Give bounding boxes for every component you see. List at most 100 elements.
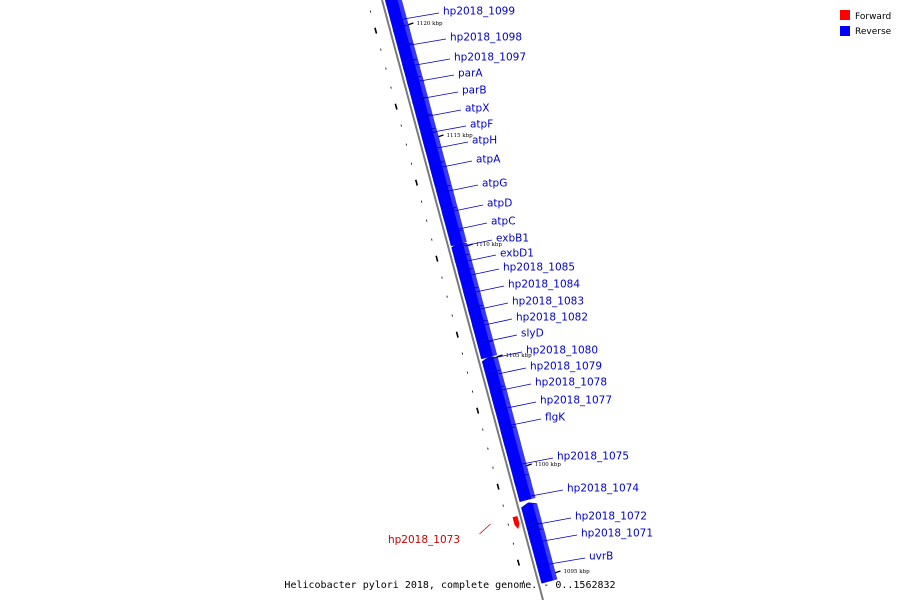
gene-atpg-leader [443, 184, 479, 193]
gene-atpa-label[interactable]: atpA [476, 154, 501, 166]
gene-atpx-shape [412, 96, 433, 120]
gene-hp2018-1074-leader [525, 489, 564, 498]
gene-atpf-highlight [428, 114, 437, 131]
gene-hp2018-1077-leader [502, 401, 537, 410]
gene-exbd1-leader [462, 254, 497, 263]
major-tick [414, 179, 419, 186]
genome-backbone [381, 0, 544, 600]
gene-atpd-leader [449, 204, 484, 213]
minor-tick [482, 428, 484, 431]
gene-hp2018-1072-leader [533, 517, 572, 526]
gene-atpc-leader [454, 222, 488, 231]
gene-parb-highlight [418, 76, 429, 101]
gene-slyd-leader [484, 334, 518, 343]
gene-exbb1-label[interactable]: exbB1 [496, 233, 529, 245]
gene-hp2018-1074-label[interactable]: hp2018_1074 [567, 483, 639, 495]
gene-flgk-leader [506, 418, 542, 427]
minor-tick [410, 162, 413, 165]
gene-hp2018-1098-label[interactable]: hp2018_1098 [450, 32, 522, 44]
gene-hp2018-1072-arrow[interactable] [521, 501, 543, 530]
gene-atpc-label[interactable]: atpC [491, 216, 516, 228]
gene-hp2018-1085-label[interactable]: hp2018_1085 [503, 262, 575, 274]
gene-hp2018-1075-leader [517, 457, 554, 466]
minor-tick [369, 10, 372, 13]
gene-hp2018-1098-shape [392, 24, 414, 50]
gene-atpx-arrow[interactable] [412, 94, 433, 120]
gene-hp2018-1072-highlight [532, 503, 543, 526]
gene-hp2018-1085-leader [466, 268, 500, 277]
gene-hp2018-1073-leader [479, 523, 491, 535]
gene-hp2018-1080-leader [488, 351, 523, 360]
minor-tick [507, 523, 509, 526]
gene-slyd-label[interactable]: slyD [521, 328, 544, 340]
gene-hp2018-1099-label[interactable]: hp2018_1099 [443, 6, 515, 18]
legend-forward-swatch [840, 10, 850, 20]
gene-hp2018-1079-leader [492, 367, 527, 376]
gene-hp2018-1080-label[interactable]: hp2018_1080 [526, 345, 598, 357]
minor-tick [390, 86, 392, 89]
gene-hp2018-1073-label[interactable]: hp2018_1073 [388, 534, 460, 546]
gene-exbb1-leader [458, 239, 493, 248]
minor-tick [426, 219, 428, 222]
legend-forward-label: Forward [855, 12, 891, 22]
gene-hp2018-1098-highlight [404, 25, 414, 46]
gene-uvrb-highlight [539, 528, 558, 581]
gene-hp2018-1075-highlight [512, 427, 531, 483]
gene-atpf-leader [428, 125, 467, 134]
gene-hp2018-1073-arrow[interactable] [512, 515, 521, 530]
gene-uvrb-label[interactable]: uvrB [589, 551, 613, 563]
label-layer: hp2018_1099 hp2018_1098 hp2018_1097 parA par… [388, 6, 653, 566]
gene-atpc-shape [441, 206, 464, 236]
gene-hp2018-1077-label[interactable]: hp2018_1077 [540, 395, 612, 407]
gene-hp2018-1072-label[interactable]: hp2018_1072 [575, 511, 647, 523]
minor-tick [405, 143, 407, 146]
gene-hp2018-1083-label[interactable]: hp2018_1083 [512, 296, 584, 308]
gene-hp2018-1080-arrow[interactable] [477, 338, 498, 360]
gene-hp2018-1079-highlight [493, 357, 502, 372]
major-tick [476, 407, 480, 414]
legend-reverse-label: Reverse [855, 27, 892, 37]
gene-hp2018-1097-label[interactable]: hp2018_1097 [454, 52, 526, 64]
major-tick [394, 103, 398, 110]
gene-flgk-label[interactable]: flgK [545, 412, 566, 424]
gene-hp2018-1098-arrow[interactable] [392, 23, 414, 50]
gene-para-label[interactable]: parA [458, 68, 483, 80]
major-tick [496, 483, 500, 490]
gene-atpg-label[interactable]: atpG [482, 178, 507, 190]
gene-hp2018-1079-label[interactable]: hp2018_1079 [530, 361, 602, 373]
gene-atpf-label[interactable]: atpF [470, 119, 493, 131]
gene-hp2018-1084-label[interactable]: hp2018_1084 [508, 279, 580, 291]
gene-slyd-shape [471, 319, 494, 347]
minor-tick [451, 314, 453, 317]
gene-hp2018-1071-label[interactable]: hp2018_1071 [581, 528, 653, 540]
minor-tick [385, 67, 387, 70]
gene-hp2018-1073-shape [512, 515, 520, 530]
gene-slyd-arrow[interactable] [471, 318, 494, 347]
gene-exbd1-label[interactable]: exbD1 [500, 248, 534, 260]
gene-hp2018-1075-label[interactable]: hp2018_1075 [557, 451, 629, 463]
kbp-tick-label: 1095 kbp [563, 569, 590, 575]
gene-hp2018-1078-label[interactable]: hp2018_1078 [535, 377, 607, 389]
gene-exbb1-highlight [459, 230, 467, 243]
minor-tick [502, 504, 504, 507]
gene-hp2018-1099-arrow[interactable] [382, 0, 411, 35]
gene-parb-label[interactable]: parB [462, 85, 487, 97]
gene-hp2018-1075-arrow[interactable] [500, 424, 532, 486]
gene-hp2018-1082-label[interactable]: hp2018_1082 [516, 312, 588, 324]
gene-atph-label[interactable]: atpH [472, 135, 497, 147]
gene-para-leader [414, 74, 455, 83]
gene-parb-leader [418, 91, 459, 100]
gene-atpc-arrow[interactable] [441, 205, 464, 236]
gene-uvrb-arrow[interactable] [527, 526, 558, 584]
gene-hp2018-1099-highlight [394, 0, 410, 32]
legend-reverse-swatch [840, 26, 850, 36]
gene-hp2018-1074-arrow[interactable] [513, 472, 536, 503]
gene-hp2018-1075-shape [500, 426, 532, 486]
minor-tick [471, 390, 474, 393]
kbp-tick-label: 1120 kbp [416, 21, 443, 27]
gene-hp2018-1080-shape [477, 340, 498, 360]
gene-hp2018-1074-highlight [525, 474, 536, 499]
kbp-tick-label: 1105 kbp [506, 353, 533, 359]
gene-atpx-label[interactable]: atpX [465, 103, 489, 115]
gene-atpd-label[interactable]: atpD [487, 198, 512, 210]
